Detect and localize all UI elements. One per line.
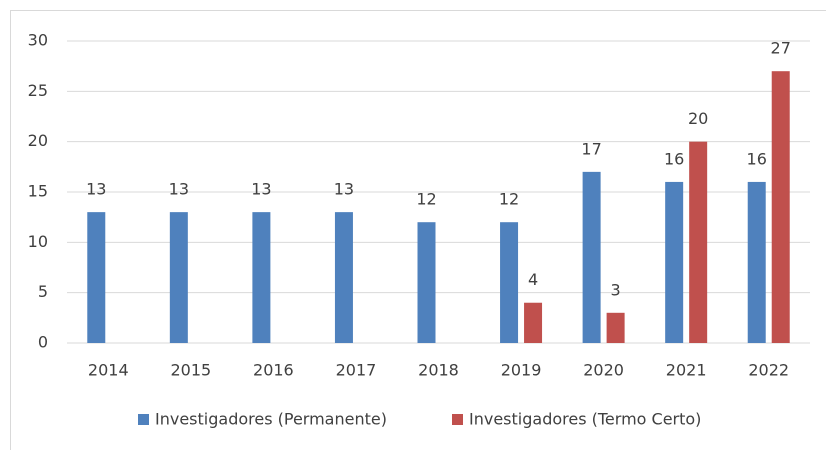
- x-tick-label: 2020: [583, 361, 624, 380]
- x-tick-label: 2015: [170, 361, 211, 380]
- data-label: 16: [664, 149, 684, 168]
- y-tick-label: 0: [38, 333, 48, 352]
- x-tick-label: 2022: [748, 361, 789, 380]
- y-tick-label: 25: [28, 81, 48, 100]
- bar: [524, 302, 543, 343]
- data-label: 12: [499, 190, 519, 209]
- y-tick-label: 10: [28, 232, 48, 251]
- data-label: 20: [688, 109, 708, 128]
- data-label: 12: [416, 190, 436, 209]
- data-label: 13: [334, 180, 354, 199]
- bar: [87, 212, 106, 343]
- bar: [665, 181, 684, 343]
- chart-frame: [10, 10, 826, 450]
- x-tick-label: 2021: [666, 361, 707, 380]
- y-tick-label: 20: [28, 131, 48, 150]
- data-label: 4: [528, 270, 538, 289]
- x-tick-label: 2016: [253, 361, 294, 380]
- y-tick-label: 30: [28, 31, 48, 50]
- bar: [334, 212, 353, 343]
- x-tick-label: 2019: [501, 361, 542, 380]
- legend-label: Investigadores (Termo Certo): [469, 410, 701, 429]
- legend-swatch: [452, 414, 463, 425]
- data-label: 13: [251, 180, 271, 199]
- data-label: 17: [581, 139, 601, 158]
- data-label: 13: [86, 180, 106, 199]
- data-label: 27: [771, 39, 791, 58]
- x-tick-label: 2018: [418, 361, 459, 380]
- legend-swatch: [138, 414, 149, 425]
- x-tick-label: 2014: [88, 361, 129, 380]
- bar: [252, 212, 271, 343]
- data-label: 13: [169, 180, 189, 199]
- data-label: 16: [747, 149, 767, 168]
- bar: [169, 212, 188, 343]
- bar: [500, 222, 519, 343]
- y-tick-label: 15: [28, 182, 48, 201]
- bar: [606, 312, 625, 343]
- bar: [417, 222, 436, 343]
- bar: [747, 181, 766, 343]
- bar: [689, 141, 708, 343]
- data-label: 3: [611, 280, 621, 299]
- x-tick-label: 2017: [336, 361, 377, 380]
- y-tick-label: 5: [38, 282, 48, 301]
- legend-label: Investigadores (Permanente): [155, 410, 387, 429]
- bar: [771, 71, 790, 343]
- bar: [582, 171, 601, 343]
